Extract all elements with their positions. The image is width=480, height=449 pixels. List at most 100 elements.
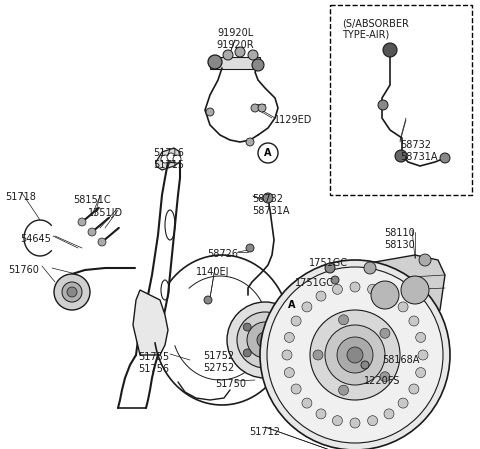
Circle shape	[337, 337, 373, 373]
Text: 51750: 51750	[215, 379, 246, 389]
Circle shape	[331, 276, 339, 284]
Circle shape	[350, 418, 360, 428]
Circle shape	[409, 384, 419, 394]
Circle shape	[384, 409, 394, 419]
Circle shape	[263, 193, 273, 203]
Text: 1220FS: 1220FS	[364, 376, 400, 386]
Text: 91920L
91920R: 91920L 91920R	[216, 28, 254, 49]
Circle shape	[98, 238, 106, 246]
Text: 58151C: 58151C	[73, 195, 110, 205]
Text: (S/ABSORBER
TYPE-AIR): (S/ABSORBER TYPE-AIR)	[342, 18, 409, 40]
Circle shape	[284, 332, 294, 343]
Circle shape	[325, 263, 335, 273]
Circle shape	[419, 254, 431, 266]
Polygon shape	[156, 148, 180, 170]
Circle shape	[316, 291, 326, 301]
Text: 58110
58130: 58110 58130	[384, 228, 415, 250]
Circle shape	[395, 150, 407, 162]
Text: 58732
58731A: 58732 58731A	[400, 140, 437, 162]
Circle shape	[248, 50, 258, 60]
Circle shape	[416, 332, 426, 343]
Circle shape	[267, 267, 443, 443]
Text: A: A	[264, 148, 272, 158]
Circle shape	[206, 108, 214, 116]
Text: 51716
51715: 51716 51715	[153, 148, 184, 170]
Circle shape	[284, 368, 294, 378]
Circle shape	[302, 302, 312, 312]
Text: 51760: 51760	[8, 265, 39, 275]
Circle shape	[325, 325, 385, 385]
Circle shape	[416, 368, 426, 378]
Text: A: A	[288, 300, 296, 310]
Text: 54645: 54645	[20, 234, 51, 244]
Circle shape	[268, 315, 276, 323]
Circle shape	[316, 409, 326, 419]
Circle shape	[88, 228, 96, 236]
Circle shape	[440, 153, 450, 163]
Circle shape	[333, 284, 342, 294]
Polygon shape	[133, 290, 168, 355]
Circle shape	[310, 310, 400, 400]
Circle shape	[258, 104, 266, 112]
Circle shape	[173, 155, 181, 163]
Circle shape	[398, 302, 408, 312]
Circle shape	[247, 322, 283, 358]
Circle shape	[243, 323, 251, 331]
Circle shape	[383, 43, 397, 57]
Text: 1129ED: 1129ED	[274, 115, 312, 125]
Circle shape	[418, 350, 428, 360]
Circle shape	[252, 59, 264, 71]
Text: 51712: 51712	[250, 427, 280, 437]
Circle shape	[258, 143, 278, 163]
Circle shape	[282, 350, 292, 360]
Circle shape	[204, 296, 212, 304]
Circle shape	[347, 347, 363, 363]
Circle shape	[167, 153, 175, 161]
Circle shape	[246, 138, 254, 146]
Circle shape	[54, 274, 90, 310]
Circle shape	[333, 416, 342, 426]
Circle shape	[302, 398, 312, 408]
Text: 1140EJ: 1140EJ	[196, 267, 229, 277]
Bar	[210, 57, 260, 69]
Circle shape	[338, 385, 348, 395]
Circle shape	[62, 282, 82, 302]
Circle shape	[384, 291, 394, 301]
Circle shape	[67, 287, 77, 297]
Circle shape	[398, 398, 408, 408]
Circle shape	[260, 260, 450, 449]
Text: 51755
51756: 51755 51756	[138, 352, 169, 374]
Text: 1351JD: 1351JD	[88, 208, 123, 218]
Circle shape	[338, 315, 348, 325]
Circle shape	[350, 282, 360, 292]
Text: 58732
58731A: 58732 58731A	[252, 194, 289, 216]
Circle shape	[291, 384, 301, 394]
Text: 1751GC: 1751GC	[295, 278, 334, 288]
Text: 58168A: 58168A	[382, 355, 420, 365]
Circle shape	[282, 295, 302, 315]
Circle shape	[361, 361, 369, 369]
Circle shape	[378, 100, 388, 110]
Circle shape	[409, 316, 419, 326]
Bar	[330, 5, 472, 195]
Circle shape	[257, 332, 273, 348]
Circle shape	[401, 276, 429, 304]
Circle shape	[368, 284, 378, 294]
Text: 58726: 58726	[207, 249, 238, 259]
Polygon shape	[355, 255, 445, 330]
Circle shape	[291, 316, 301, 326]
Circle shape	[283, 336, 291, 344]
Text: 51718: 51718	[5, 192, 36, 202]
Circle shape	[223, 50, 233, 60]
Text: 51752
52752: 51752 52752	[203, 351, 234, 373]
Circle shape	[227, 302, 303, 378]
Circle shape	[313, 350, 323, 360]
Circle shape	[251, 104, 259, 112]
Circle shape	[161, 155, 169, 163]
Circle shape	[380, 372, 390, 382]
Circle shape	[243, 349, 251, 357]
Circle shape	[371, 281, 399, 309]
Circle shape	[237, 312, 293, 368]
Circle shape	[268, 357, 276, 365]
Circle shape	[235, 47, 245, 57]
